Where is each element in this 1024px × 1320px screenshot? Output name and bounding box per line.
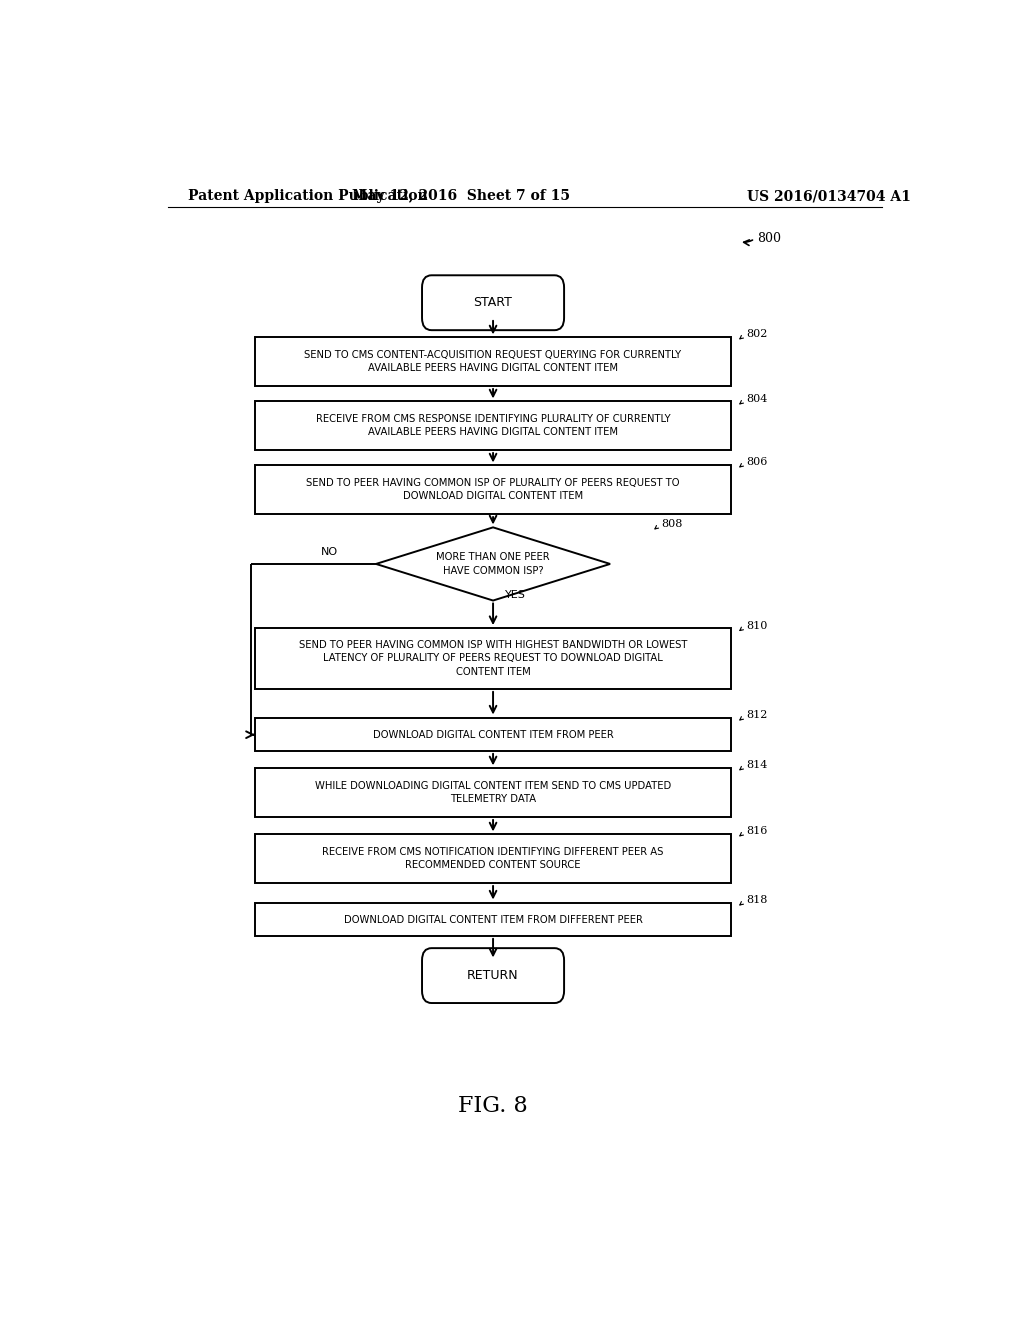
FancyBboxPatch shape xyxy=(255,834,731,883)
Text: NO: NO xyxy=(322,546,338,557)
Text: Patent Application Publication: Patent Application Publication xyxy=(187,189,427,203)
Text: RETURN: RETURN xyxy=(467,969,519,982)
Text: RECEIVE FROM CMS NOTIFICATION IDENTIFYING DIFFERENT PEER AS
RECOMMENDED CONTENT : RECEIVE FROM CMS NOTIFICATION IDENTIFYIN… xyxy=(323,847,664,870)
FancyBboxPatch shape xyxy=(255,466,731,515)
FancyBboxPatch shape xyxy=(255,903,731,936)
Text: RECEIVE FROM CMS RESPONSE IDENTIFYING PLURALITY OF CURRENTLY
AVAILABLE PEERS HAV: RECEIVE FROM CMS RESPONSE IDENTIFYING PL… xyxy=(315,414,671,437)
Text: 816: 816 xyxy=(746,826,768,837)
Text: 814: 814 xyxy=(746,760,768,770)
Polygon shape xyxy=(376,528,610,601)
Text: DOWNLOAD DIGITAL CONTENT ITEM FROM PEER: DOWNLOAD DIGITAL CONTENT ITEM FROM PEER xyxy=(373,730,613,739)
Text: 806: 806 xyxy=(746,457,768,467)
FancyBboxPatch shape xyxy=(255,338,731,385)
Text: US 2016/0134704 A1: US 2016/0134704 A1 xyxy=(748,189,911,203)
FancyBboxPatch shape xyxy=(255,401,731,450)
Text: FIG. 8: FIG. 8 xyxy=(458,1094,528,1117)
Text: 800: 800 xyxy=(758,232,781,246)
Text: DOWNLOAD DIGITAL CONTENT ITEM FROM DIFFERENT PEER: DOWNLOAD DIGITAL CONTENT ITEM FROM DIFFE… xyxy=(344,915,642,925)
Text: 804: 804 xyxy=(746,395,768,404)
FancyBboxPatch shape xyxy=(255,718,731,751)
Text: 812: 812 xyxy=(746,710,768,721)
Text: YES: YES xyxy=(505,590,526,601)
Text: 818: 818 xyxy=(746,895,768,906)
Text: 810: 810 xyxy=(746,620,768,631)
Text: SEND TO PEER HAVING COMMON ISP OF PLURALITY OF PEERS REQUEST TO
DOWNLOAD DIGITAL: SEND TO PEER HAVING COMMON ISP OF PLURAL… xyxy=(306,478,680,502)
Text: START: START xyxy=(474,296,512,309)
Text: WHILE DOWNLOADING DIGITAL CONTENT ITEM SEND TO CMS UPDATED
TELEMETRY DATA: WHILE DOWNLOADING DIGITAL CONTENT ITEM S… xyxy=(315,781,671,804)
Text: 802: 802 xyxy=(746,329,768,339)
FancyBboxPatch shape xyxy=(422,276,564,330)
Text: SEND TO PEER HAVING COMMON ISP WITH HIGHEST BANDWIDTH OR LOWEST
LATENCY OF PLURA: SEND TO PEER HAVING COMMON ISP WITH HIGH… xyxy=(299,640,687,677)
FancyBboxPatch shape xyxy=(255,768,731,817)
Text: May 12, 2016  Sheet 7 of 15: May 12, 2016 Sheet 7 of 15 xyxy=(352,189,570,203)
Text: MORE THAN ONE PEER
HAVE COMMON ISP?: MORE THAN ONE PEER HAVE COMMON ISP? xyxy=(436,552,550,576)
FancyBboxPatch shape xyxy=(422,948,564,1003)
Text: SEND TO CMS CONTENT-ACQUISITION REQUEST QUERYING FOR CURRENTLY
AVAILABLE PEERS H: SEND TO CMS CONTENT-ACQUISITION REQUEST … xyxy=(304,350,682,374)
Text: 808: 808 xyxy=(662,519,683,529)
FancyBboxPatch shape xyxy=(255,628,731,689)
